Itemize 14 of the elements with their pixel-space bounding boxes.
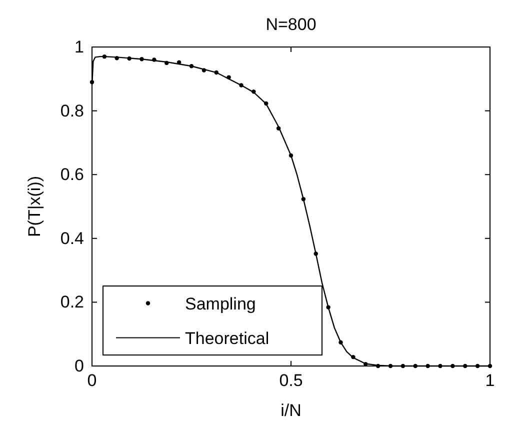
y-tick-label: 0.4 [60, 228, 84, 248]
y-axis-title: P(T|x(i)) [25, 176, 44, 238]
y-tick-label: 0.6 [60, 165, 84, 184]
chart-title: N=800 [266, 15, 316, 34]
y-tick-label: 1 [74, 37, 84, 56]
legend-label: Sampling [185, 294, 256, 314]
y-tick-label: 0.8 [60, 101, 84, 120]
y-tick-label: 0 [74, 356, 84, 376]
y-tick-label: 0.2 [60, 292, 84, 312]
x-tick-label: 0.5 [279, 371, 303, 390]
x-tick-label: 0 [87, 371, 97, 390]
x-tick-label: 1 [485, 371, 495, 390]
legend-label: Theoretical [185, 328, 270, 348]
x-axis-title: i/N [280, 401, 302, 420]
